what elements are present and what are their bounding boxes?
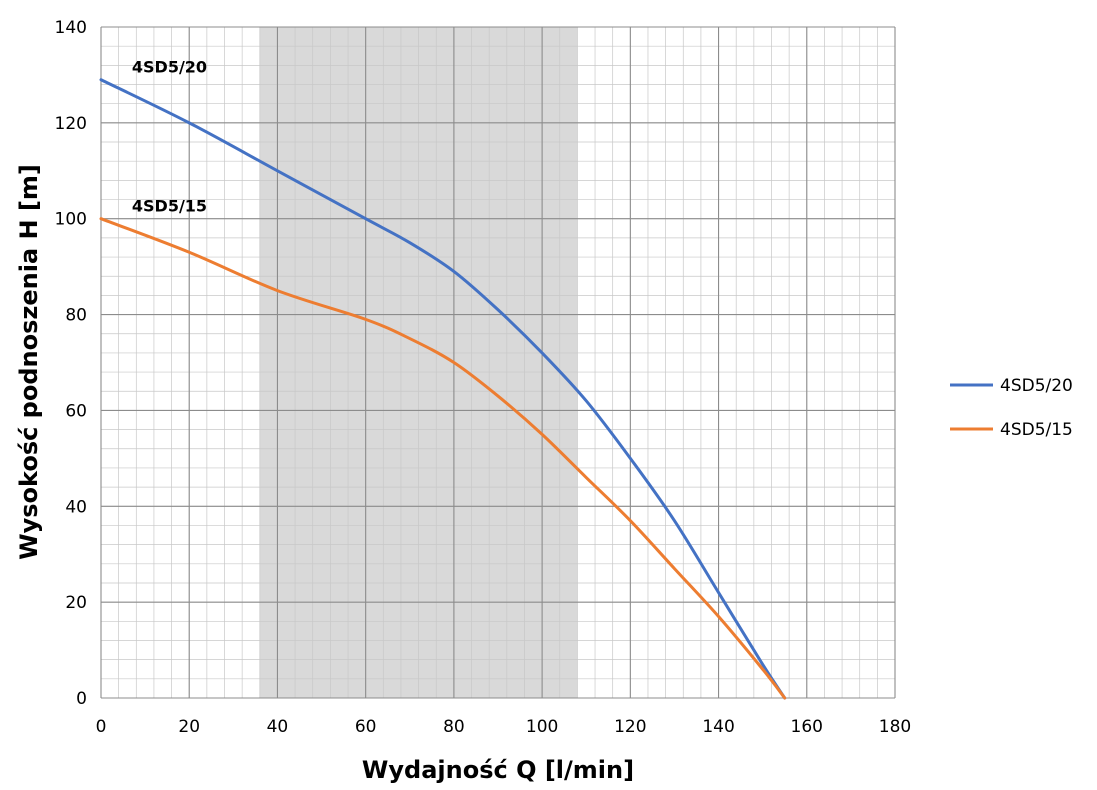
legend: 4SD5/20 4SD5/15: [950, 376, 1073, 440]
x-tick-label: 160: [791, 717, 823, 737]
y-tick-label: 0: [76, 689, 87, 709]
series-labels: 4SD5/20 4SD5/15: [132, 58, 207, 216]
x-tick-label: 180: [879, 717, 911, 737]
series-label-0: 4SD5/20: [132, 58, 207, 77]
legend-entry-0: 4SD5/20: [1000, 376, 1073, 396]
y-tick-label: 140: [55, 18, 87, 38]
y-tick-label: 120: [55, 114, 87, 134]
x-axis-title: Wydajność Q [l/min]: [362, 756, 634, 784]
y-tick-label: 100: [55, 210, 87, 230]
x-tick-label: 120: [614, 717, 646, 737]
series-lines: [99, 78, 787, 700]
x-tick-label: 0: [96, 717, 107, 737]
legend-entry-1: 4SD5/15: [1000, 420, 1073, 440]
y-axis-title: Wysokość podnoszenia H [m]: [15, 164, 43, 560]
series-line-0: [99, 78, 787, 700]
x-tick-label: 20: [178, 717, 200, 737]
x-tick-label: 40: [267, 717, 289, 737]
y-tick-label: 80: [65, 306, 87, 326]
series-label-1: 4SD5/15: [132, 197, 207, 216]
major-grid: [100, 26, 896, 699]
series-line-1: [99, 217, 787, 700]
x-tick-label: 140: [702, 717, 734, 737]
y-tick-label: 60: [65, 401, 87, 421]
x-axis-ticks: 0 20 40 60 80 100 120 140 160 180: [96, 717, 912, 737]
x-tick-label: 60: [355, 717, 377, 737]
x-tick-label: 80: [443, 717, 465, 737]
y-tick-label: 40: [65, 497, 87, 517]
x-tick-label: 100: [526, 717, 558, 737]
y-tick-label: 20: [65, 593, 87, 613]
y-axis-ticks: 0 20 40 60 80 100 120 140: [55, 18, 87, 709]
